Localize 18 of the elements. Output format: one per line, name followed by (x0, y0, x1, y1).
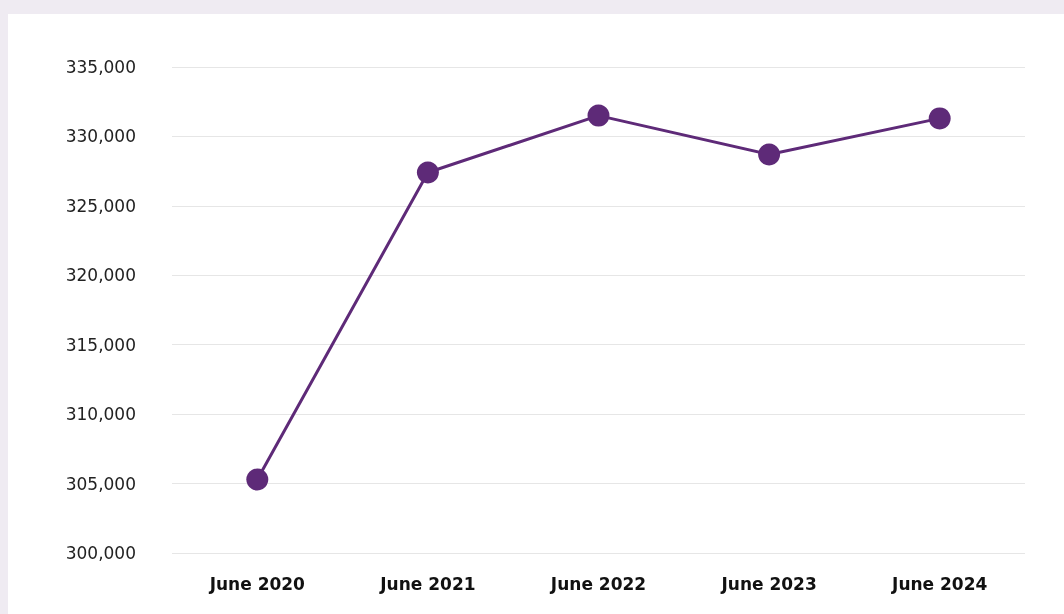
point (587, 104, 610, 127)
y-tick-label: 335,000 (65, 57, 136, 77)
point (246, 468, 269, 491)
x-tick-label: June 2022 (549, 573, 647, 594)
y-tick-label: 315,000 (65, 334, 136, 355)
point (416, 161, 439, 184)
y-tick-label: 300,000 (65, 543, 136, 563)
point (928, 107, 951, 130)
x-tick-label: June 2024 (891, 573, 988, 594)
x-tick-label: June 2023 (720, 573, 817, 594)
y-tick-label: 320,000 (65, 265, 136, 286)
x-tick-label: June 2021 (379, 573, 476, 594)
y-tick-label: 330,000 (65, 126, 136, 147)
y-tick-label: 325,000 (65, 195, 136, 216)
y-tick-label: 310,000 (65, 404, 136, 425)
x-tick-label: June 2020 (208, 573, 306, 594)
y-tick-label: 305,000 (65, 473, 136, 494)
point (758, 143, 781, 166)
